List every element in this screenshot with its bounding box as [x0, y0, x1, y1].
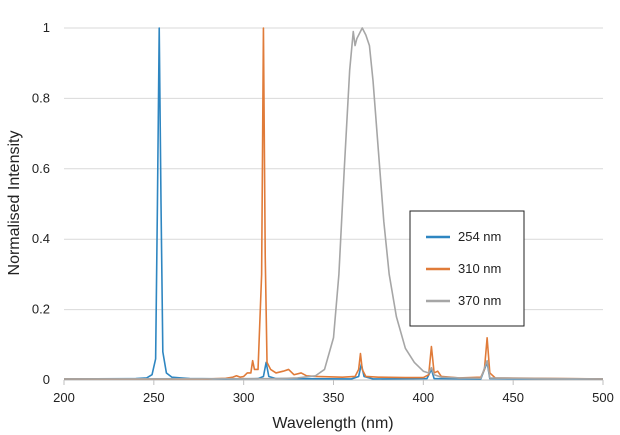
x-tick-label: 200 — [53, 390, 75, 405]
x-tick-label: 250 — [143, 390, 165, 405]
series-line-2 — [64, 27, 604, 380]
y-tick-label: 0.6 — [32, 161, 50, 176]
legend-label: 370 nm — [458, 293, 501, 308]
y-tick-label: 0.8 — [32, 90, 50, 105]
y-tick-label: 0.4 — [32, 231, 50, 246]
x-tick-label: 350 — [323, 390, 345, 405]
x-axis-title: Wavelength (nm) — [272, 415, 393, 432]
axes — [63, 379, 604, 385]
y-tick-label: 0 — [43, 372, 50, 387]
y-tick-label: 1 — [43, 20, 50, 35]
tick-labels: 0 0.2 0.4 0.6 0.8 1 200 250 300 350 400 450 500 — [32, 20, 614, 405]
y-tick-label: 0.2 — [32, 302, 50, 317]
series-layer — [63, 27, 604, 380]
legend-label: 310 nm — [458, 261, 501, 276]
legend: 254 nm 310 nm 370 nm — [409, 210, 525, 327]
legend-label: 254 nm — [458, 229, 501, 244]
x-tick-label: 400 — [412, 390, 434, 405]
x-tick-label: 500 — [592, 390, 614, 405]
y-axis-title: Normalised Intensity — [6, 131, 23, 276]
x-tick-label: 300 — [233, 390, 255, 405]
series-line-3 — [63, 27, 604, 380]
x-tick-label: 450 — [502, 390, 524, 405]
